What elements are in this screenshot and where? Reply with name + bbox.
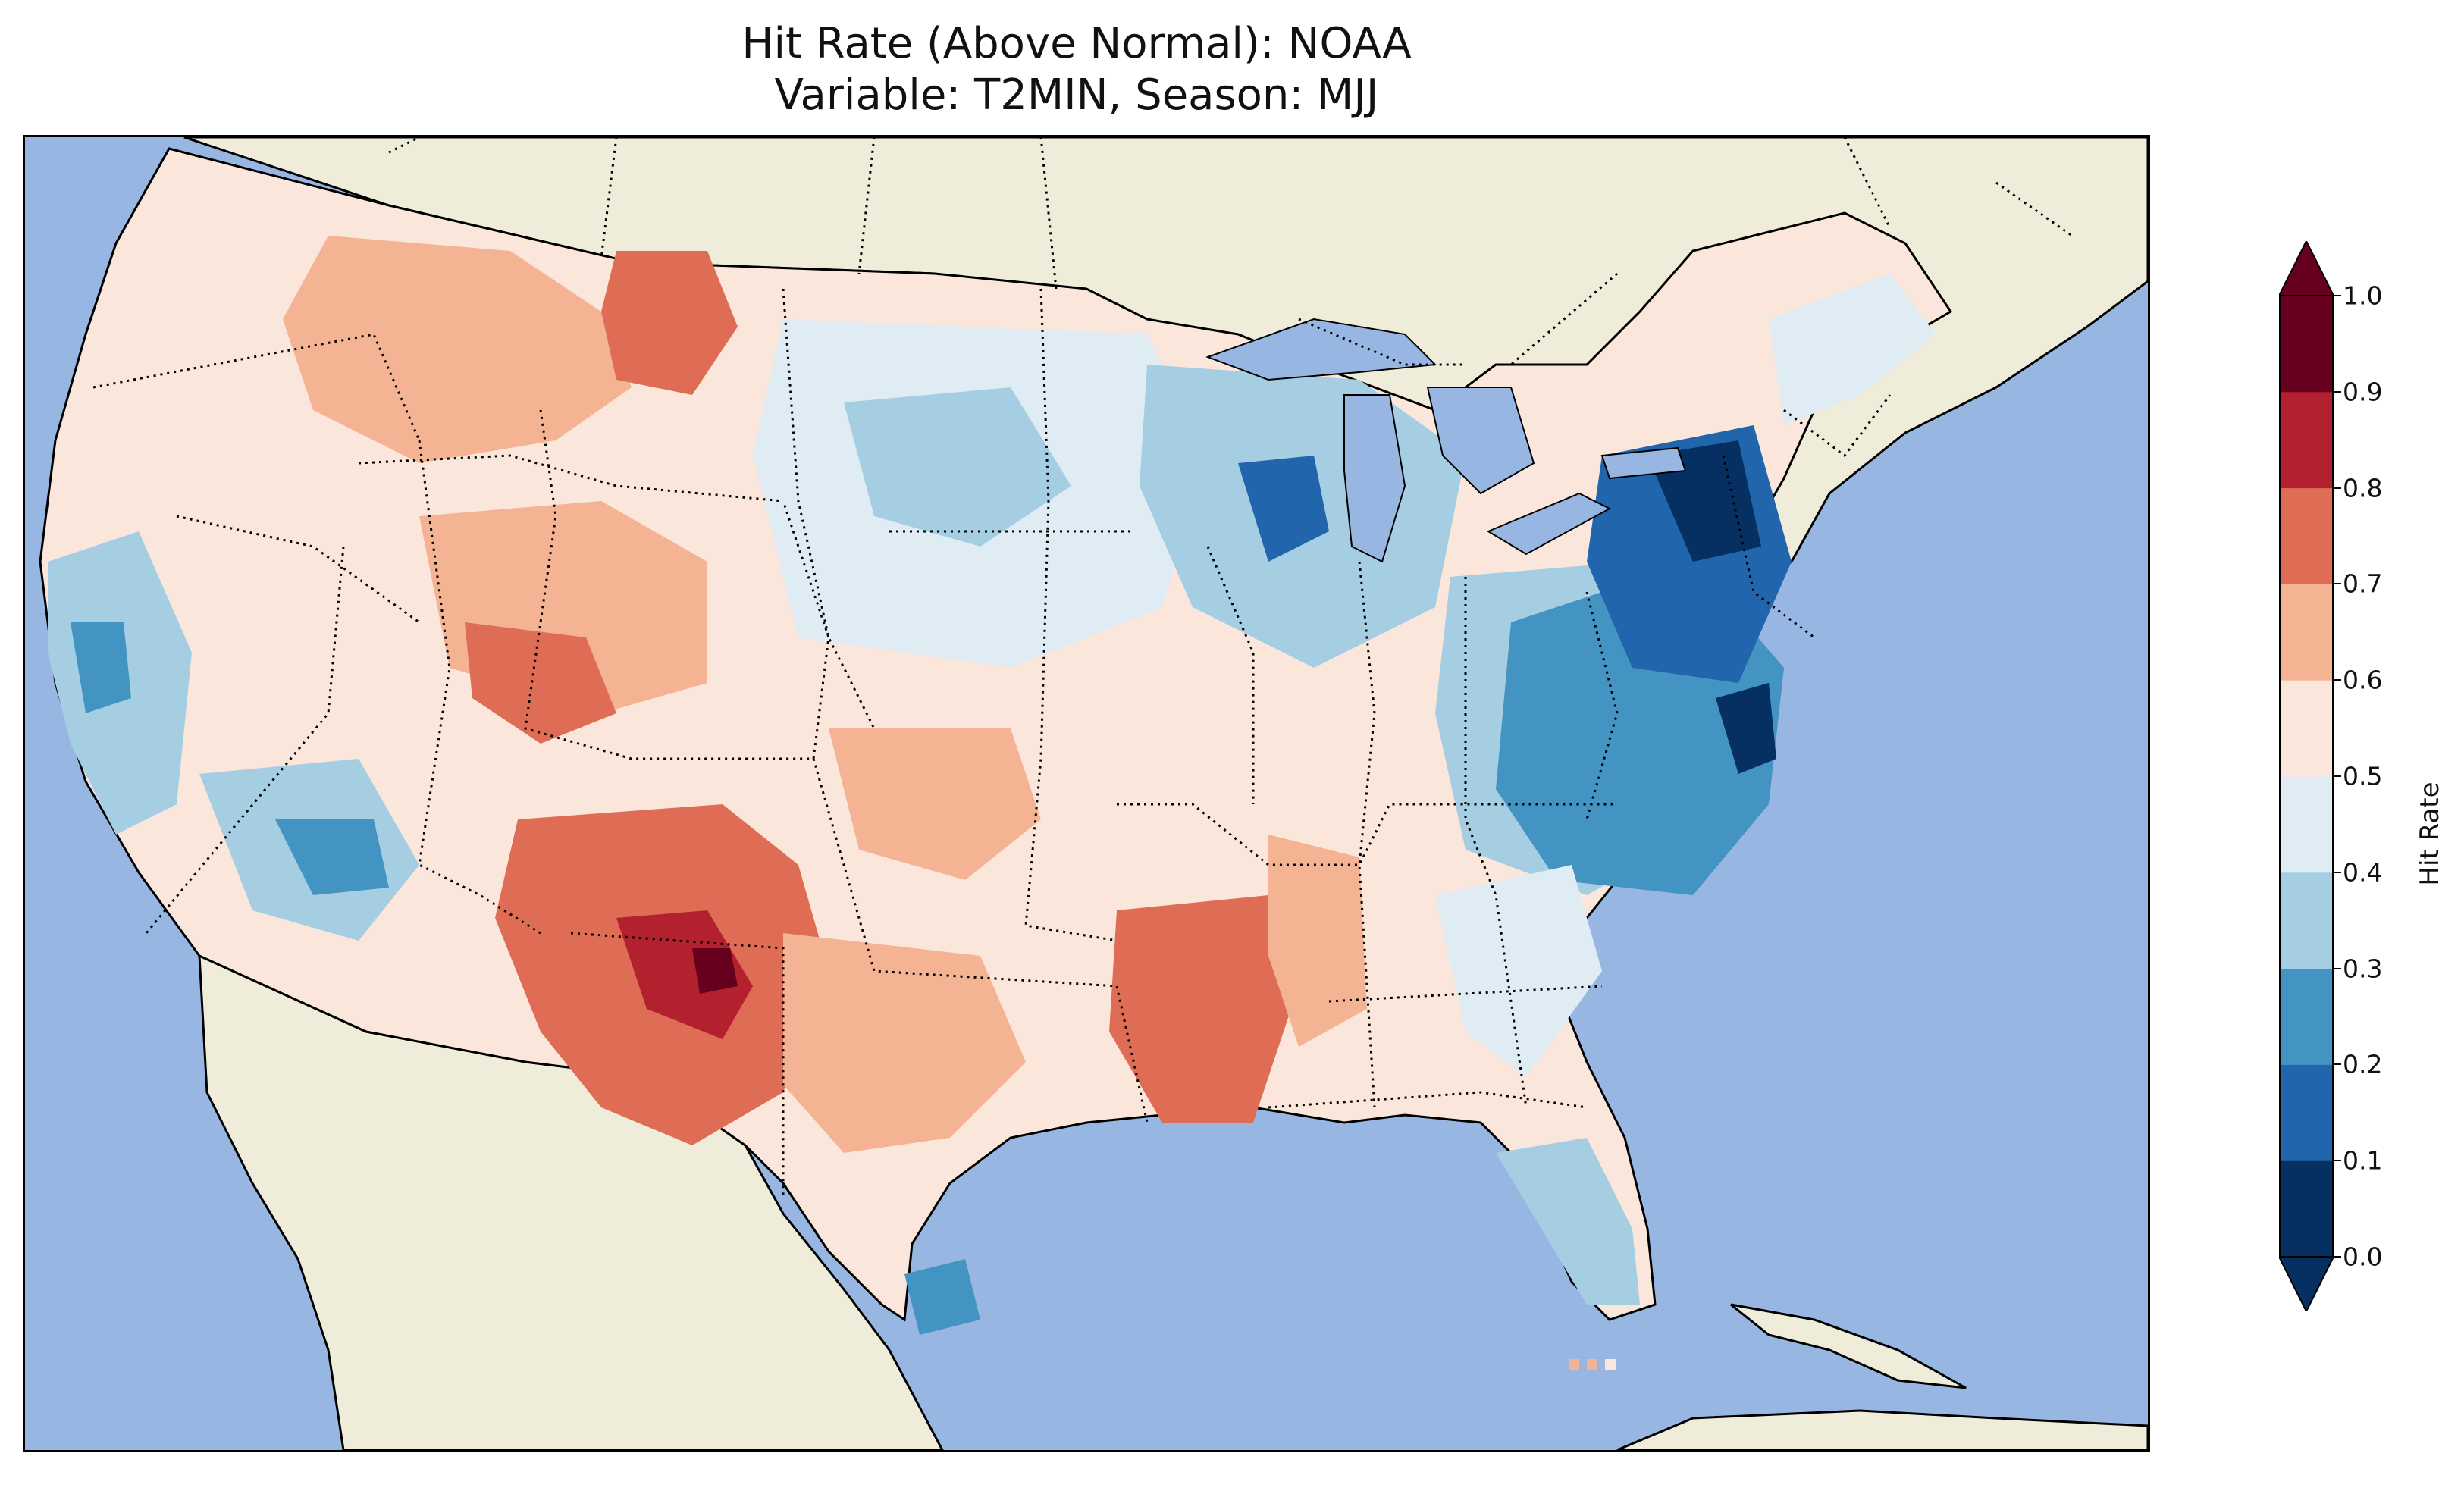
- keys-cell-3: [1605, 1359, 1616, 1370]
- northern-rockies-orange: [283, 236, 632, 463]
- wisconsin-dark-blue: [1238, 456, 1329, 562]
- colorbar-extend-bottom: [2279, 1256, 2334, 1311]
- west-texas-orange: [783, 933, 1026, 1153]
- colorbar-tick-label: 0.2: [2343, 1049, 2383, 1079]
- colorbar-bin: [2280, 1064, 2333, 1161]
- colorbar-tick-label: 0.5: [2343, 761, 2383, 791]
- colorbar-tick-mark: [2334, 679, 2341, 681]
- colorbar-tick-mark: [2334, 775, 2341, 777]
- southern-land: [1616, 1409, 2148, 1450]
- florida-blue: [1496, 1138, 1640, 1305]
- colorbar: [2279, 241, 2334, 1311]
- new-england-lightblue: [1769, 274, 1936, 425]
- colorbar-tick-label: 0.6: [2343, 665, 2383, 695]
- colorbar-tick-label: 0.1: [2343, 1145, 2383, 1176]
- colorbar-extend-top: [2279, 241, 2334, 296]
- chesapeake-darkest-blue: [1716, 683, 1776, 774]
- colorbar-tick-mark: [2334, 871, 2341, 873]
- map-canvas: [39, 137, 2148, 1450]
- title-line-2: Variable: T2MIN, Season: MJJ: [774, 70, 1379, 120]
- chart-title: Hit Rate (Above Normal): NOAA Variable: …: [0, 18, 2153, 121]
- arkansas-red: [1109, 895, 1299, 1123]
- state-borders: [92, 288, 1892, 1198]
- map-frame: [23, 135, 2150, 1452]
- colorbar-tick-label: 0.8: [2343, 473, 2383, 503]
- lake-michigan: [1343, 394, 1406, 563]
- canada-province-borders: [388, 137, 2073, 366]
- colorbar-tick-mark: [2334, 487, 2341, 489]
- colorbar-bin: [2280, 680, 2333, 777]
- colorbar-tick-label: 1.0: [2343, 280, 2383, 311]
- colorbar-bin: [2280, 776, 2333, 873]
- south-texas-blue: [904, 1259, 980, 1335]
- arizona-blue-patch: [275, 819, 389, 895]
- title-line-1: Hit Rate (Above Normal): NOAA: [741, 19, 1412, 68]
- colorbar-tick-label: 0.7: [2343, 568, 2383, 599]
- colorbar-tick-mark: [2334, 1160, 2341, 1162]
- colorbar-bin: [2280, 968, 2333, 1065]
- colorbar-tick-label: 0.4: [2343, 857, 2383, 888]
- california-core-blue: [71, 622, 131, 713]
- new-mexico-darkest: [692, 948, 738, 994]
- colorbar-tick-mark: [2334, 1256, 2341, 1258]
- colorbar-tick-mark: [2334, 295, 2341, 296]
- colorbar-bin: [2280, 391, 2333, 489]
- colorbar-bin: [2280, 584, 2333, 681]
- kansas-orange: [829, 728, 1041, 880]
- colorbar-tick-label: 0.0: [2343, 1242, 2383, 1272]
- montana-red: [601, 251, 738, 395]
- colorbar-tick-label: 0.9: [2343, 377, 2383, 407]
- colorbar-bin: [2280, 1160, 2333, 1258]
- colorbar-outline: [2279, 295, 2334, 1258]
- lake-ontario: [1600, 446, 1687, 480]
- lake-huron: [1426, 387, 1535, 495]
- colorbar-tick-mark: [2334, 390, 2341, 393]
- new-mexico-dark-red: [616, 910, 753, 1039]
- colorbar-tick-mark: [2334, 583, 2341, 585]
- georgia-lightblue: [1435, 865, 1602, 1077]
- colorbar-tick-mark: [2334, 1063, 2341, 1066]
- lake-erie: [1486, 492, 1612, 556]
- colorbar-tick-label: 0.3: [2343, 954, 2383, 984]
- keys-cell-1: [1569, 1359, 1579, 1370]
- colorbar-bin: [2280, 872, 2333, 969]
- dakotas-blue: [844, 387, 1071, 547]
- keys-cell-2: [1587, 1359, 1597, 1370]
- colorbar-bin: [2280, 487, 2333, 584]
- colorbar-tick-mark: [2334, 967, 2341, 969]
- cuba-land: [1730, 1303, 1967, 1389]
- mississippi-orange: [1268, 835, 1367, 1047]
- utah-red: [465, 622, 616, 744]
- colorbar-label: Hit Rate: [2415, 781, 2445, 886]
- lake-superior: [1205, 318, 1437, 381]
- colorbar-bin: [2280, 296, 2333, 393]
